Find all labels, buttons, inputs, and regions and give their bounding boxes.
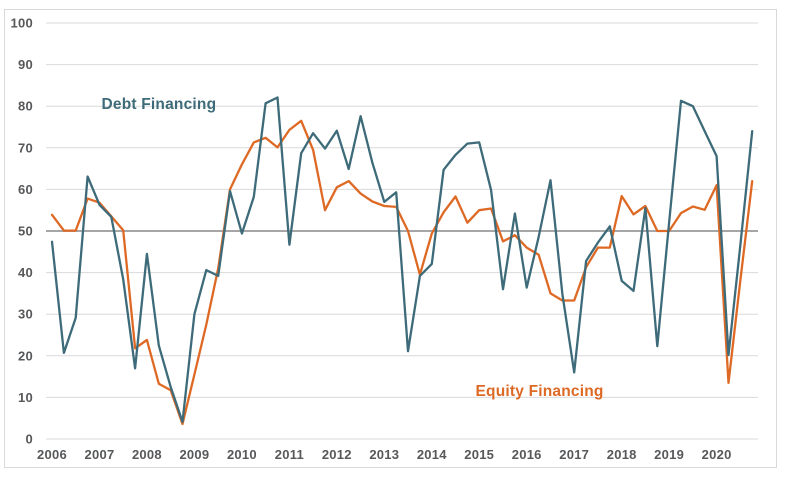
svg-text:2020: 2020 — [702, 447, 732, 462]
svg-text:2017: 2017 — [559, 447, 589, 462]
svg-text:2008: 2008 — [132, 447, 162, 462]
svg-text:90: 90 — [18, 57, 33, 72]
svg-text:2011: 2011 — [275, 447, 304, 462]
svg-text:2007: 2007 — [85, 447, 115, 462]
svg-text:2016: 2016 — [512, 447, 542, 462]
svg-text:10: 10 — [18, 390, 33, 405]
svg-text:2019: 2019 — [654, 447, 684, 462]
svg-text:Equity Financing: Equity Financing — [476, 383, 604, 400]
svg-text:30: 30 — [18, 307, 33, 322]
svg-text:2013: 2013 — [369, 447, 399, 462]
svg-text:2010: 2010 — [227, 447, 257, 462]
svg-text:2018: 2018 — [607, 447, 637, 462]
svg-text:2015: 2015 — [464, 447, 494, 462]
svg-text:Debt Financing: Debt Financing — [102, 96, 217, 113]
svg-text:0: 0 — [26, 432, 33, 447]
svg-text:40: 40 — [18, 265, 33, 280]
svg-text:20: 20 — [18, 348, 33, 363]
svg-text:60: 60 — [18, 182, 33, 197]
svg-text:2006: 2006 — [37, 447, 67, 462]
svg-text:70: 70 — [18, 140, 33, 155]
svg-text:2014: 2014 — [417, 447, 447, 462]
svg-text:80: 80 — [18, 99, 33, 114]
svg-text:2012: 2012 — [322, 447, 352, 462]
svg-text:50: 50 — [18, 224, 33, 239]
svg-text:100: 100 — [11, 16, 33, 31]
svg-text:2009: 2009 — [179, 447, 209, 462]
